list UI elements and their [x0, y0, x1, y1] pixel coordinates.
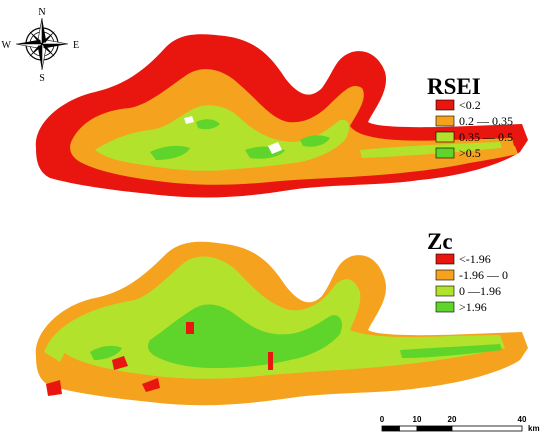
rsei-legend-label-2: 0.2 — 0.35 — [459, 114, 513, 128]
rsei-map — [35, 34, 529, 198]
compass-w-label: W — [2, 40, 12, 51]
zc-legend-swatch-4 — [435, 301, 455, 313]
compass-rose-icon: N S E W — [2, 7, 80, 84]
rsei-legend-swatch-4 — [435, 147, 455, 159]
zc-title: Zc — [427, 229, 453, 254]
scale-tick-0: 0 — [380, 415, 385, 424]
rsei-legend-label-4: >0.5 — [459, 146, 481, 160]
rsei-title: RSEI — [427, 74, 481, 99]
zc-legend-label-4: >1.96 — [459, 300, 487, 314]
zc-legend-label-1: <-1.96 — [459, 252, 491, 266]
rsei-legend-swatch-1 — [435, 99, 455, 111]
scale-bar: 0 10 20 40 km — [380, 415, 540, 433]
rsei-legend-label-3: 0.35 — 0.5 — [459, 130, 513, 144]
zc-legend-label-2: -1.96 — 0 — [459, 268, 508, 282]
scale-unit: km — [528, 424, 540, 433]
scale-tick-40: 40 — [518, 415, 527, 424]
zc-map — [35, 241, 529, 406]
compass-n-label: N — [38, 7, 45, 18]
compass-e-label: E — [73, 40, 79, 51]
zc-legend-swatch-1 — [435, 253, 455, 265]
zc-legend-label-3: 0 —1.96 — [459, 284, 501, 298]
zc-legend-swatch-2 — [435, 269, 455, 281]
compass-s-label: S — [39, 73, 45, 84]
rsei-legend-swatch-2 — [435, 115, 455, 127]
rsei-legend-label-1: <0.2 — [459, 98, 481, 112]
rsei-legend: <0.2 0.2 — 0.35 0.35 — 0.5 >0.5 — [435, 98, 513, 160]
rsei-legend-swatch-3 — [435, 131, 455, 143]
zc-legend-swatch-3 — [435, 285, 455, 297]
scale-tick-20: 20 — [448, 415, 457, 424]
scale-tick-10: 10 — [413, 415, 422, 424]
zc-legend: <-1.96 -1.96 — 0 0 —1.96 >1.96 — [435, 252, 508, 314]
